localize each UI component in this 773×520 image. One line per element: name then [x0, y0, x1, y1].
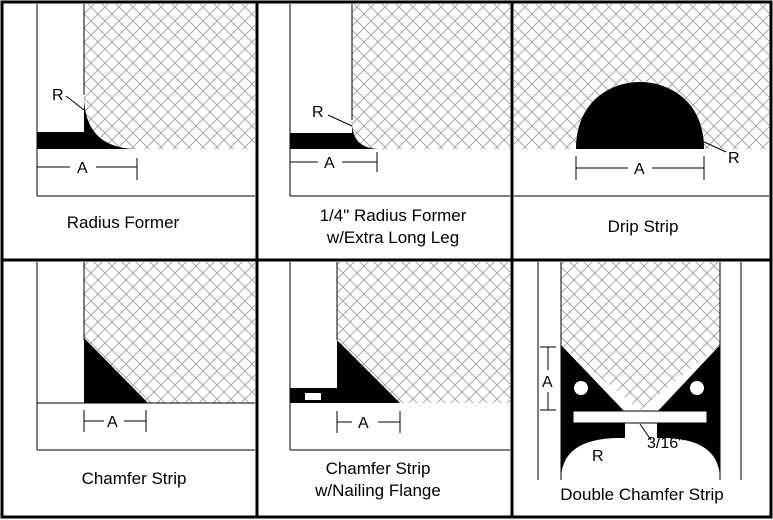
panel-caption-line2: w/Extra Long Leg — [326, 228, 459, 247]
hatched-concrete — [84, 4, 255, 149]
panel-radius-former: R A Radius Former — [36, 4, 255, 232]
a-label: A — [77, 160, 88, 177]
a-label: A — [634, 161, 645, 178]
chamfer-strip-profile — [337, 340, 400, 403]
r-leader — [327, 114, 353, 127]
gap-leader — [639, 423, 652, 441]
r-leader — [699, 139, 727, 153]
panel-quarter-radius-former: R A 1/4" Radius Former w/Extra Long Leg — [289, 4, 510, 247]
radius-former-profile — [290, 122, 380, 149]
a-label: A — [358, 415, 369, 432]
hatched-concrete — [561, 262, 720, 410]
panel-chamfer-nailing: A Chamfer Strip w/Nailing Flange — [289, 262, 510, 500]
panel-caption-line1: Drip Strip — [608, 217, 679, 236]
r-label: R — [592, 448, 604, 465]
panel-caption-line1: Double Chamfer Strip — [560, 485, 723, 504]
right-hole — [690, 381, 704, 395]
hatched-concrete — [352, 4, 510, 149]
center-strip — [572, 410, 708, 424]
drip-strip-profile — [576, 82, 704, 149]
radius-former-profile — [37, 95, 138, 149]
panel-caption-line1: Radius Former — [67, 213, 180, 232]
gap-label: 3/16" — [647, 435, 684, 452]
panel-caption-line1: 1/4" Radius Former — [320, 206, 467, 225]
a-label: A — [542, 374, 553, 391]
r-leader — [65, 95, 85, 111]
r-label: R — [312, 104, 324, 121]
panel-chamfer-strip: A Chamfer Strip — [36, 262, 255, 488]
panel-caption-line1: Chamfer Strip — [82, 469, 187, 488]
nail-hole — [305, 393, 321, 400]
panel-drip-strip: R A Drip Strip — [514, 4, 769, 236]
a-label: A — [107, 414, 118, 431]
chamfer-strip-profile — [84, 338, 148, 403]
left-hole — [574, 381, 588, 395]
panel-caption-line2: w/Nailing Flange — [314, 481, 441, 500]
r-label: R — [728, 150, 740, 167]
a-label: A — [324, 155, 335, 172]
panel-double-chamfer: A R 3/16" Double Chamfer Strip — [537, 262, 742, 504]
panel-caption-line1: Chamfer Strip — [326, 459, 431, 478]
r-label: R — [52, 87, 64, 104]
